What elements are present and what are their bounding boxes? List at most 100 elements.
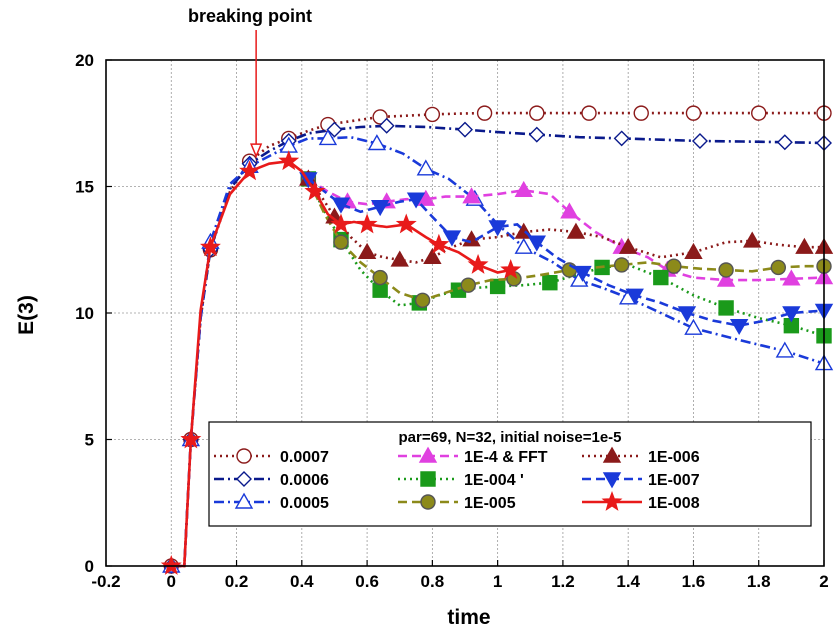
legend-label: 0.0006: [280, 472, 329, 489]
data-point: [782, 269, 801, 286]
series-line: [307, 178, 824, 302]
data-point: [318, 129, 338, 146]
data-point: [367, 134, 387, 151]
data-point: [514, 237, 533, 254]
x-tick-label: 1: [493, 572, 502, 591]
data-point: [618, 237, 638, 254]
x-tick-label: -0.2: [91, 572, 120, 591]
data-point: [372, 109, 388, 125]
data-point: [442, 230, 462, 247]
data-point: [370, 200, 390, 217]
annotation-text: breaking point: [188, 6, 312, 26]
data-point: [529, 105, 545, 121]
data-point: [304, 180, 326, 201]
legend-marker: [602, 446, 622, 463]
data-point: [331, 197, 351, 214]
data-point: [356, 213, 378, 234]
legend-item: 1E-005: [398, 494, 516, 512]
data-point: [488, 220, 507, 237]
legend-label: 1E-005: [464, 495, 516, 512]
legend-label: 1E-004 ': [464, 472, 524, 489]
data-point: [542, 274, 558, 291]
series-line: [171, 135, 825, 568]
data-point: [795, 237, 814, 254]
data-point: [333, 234, 349, 250]
data-point: [527, 235, 547, 252]
legend-item: 1E-008: [582, 491, 700, 512]
y-tick-label: 5: [85, 431, 94, 450]
data-point: [625, 288, 644, 305]
data-point: [684, 242, 703, 259]
data-point: [514, 180, 533, 197]
series-line: [171, 159, 511, 568]
x-tick-label: 0.6: [355, 572, 379, 591]
data-point: [528, 126, 545, 143]
x-axis: -0.2 0 0.2 0.4 0.6 0.8 1 1.2 1.4 1.6 1.8 2: [91, 560, 829, 591]
series-line: [307, 177, 825, 327]
data-point: [476, 105, 493, 121]
legend-label: 0.0005: [280, 495, 329, 512]
series-line: [307, 178, 825, 338]
data-point: [462, 187, 481, 204]
legend-marker: [601, 491, 623, 511]
legend-item: 1E-007: [582, 472, 700, 489]
data-point: [653, 269, 669, 286]
x-tick-label: 0.2: [225, 572, 249, 591]
data-point: [677, 306, 697, 323]
x-tick-label: 1.6: [682, 572, 706, 591]
data-point: [566, 222, 586, 239]
y-axis: 0 5 10 15 20: [75, 51, 112, 576]
data-point: [770, 259, 787, 276]
data-point: [372, 282, 388, 298]
data-point: [716, 270, 736, 287]
data-point: [560, 202, 579, 219]
data-point: [782, 306, 801, 323]
data-point: [395, 213, 417, 234]
data-point: [613, 130, 630, 147]
legend-label: 0.0007: [280, 449, 329, 466]
data-point: [160, 555, 182, 575]
annotation: breaking point: [188, 6, 312, 159]
plot-frame: [105, 59, 825, 567]
data-point: [775, 341, 795, 358]
data-point: [180, 428, 202, 449]
data-point: [500, 258, 522, 279]
data-point: [783, 317, 800, 334]
legend-label: 1E-007: [648, 472, 700, 489]
x-tick-label: 0.8: [421, 572, 445, 591]
legend-item: 1E-006: [582, 446, 700, 466]
legend-label: 1E-008: [648, 495, 700, 512]
legend-marker: [602, 472, 622, 489]
data-point: [776, 134, 793, 151]
legend-marker: [234, 492, 254, 509]
data-point: [357, 242, 377, 259]
data-point: [633, 105, 649, 121]
legend-item: 0.0005: [214, 492, 329, 512]
legend-items: 0.0007 1E-4 & FFT 1E-006 0.0006 1E-004 ' 1E-0…: [214, 446, 700, 512]
legend-marker: [236, 471, 252, 487]
data-point: [326, 121, 343, 138]
data-point: [751, 105, 767, 121]
data-point: [666, 258, 682, 274]
data-point: [416, 159, 436, 176]
data-point: [581, 105, 597, 121]
x-tick-label: 1.2: [551, 572, 575, 591]
x-tick-label: 0: [167, 572, 176, 591]
data-point: [199, 236, 221, 257]
data-point: [691, 132, 708, 149]
data-point: [330, 213, 352, 234]
data-point: [378, 117, 395, 134]
data-point: [460, 277, 476, 293]
y-tick-label: 20: [75, 51, 94, 70]
data-point: [457, 121, 473, 138]
y-axis-label: E(3): [15, 295, 38, 335]
data-point: [489, 278, 506, 295]
series-7: [299, 172, 834, 336]
x-tick-label: 0.4: [290, 572, 314, 591]
data-point: [278, 150, 300, 171]
x-tick-label: 2: [819, 572, 828, 591]
legend-marker: [420, 494, 436, 510]
data-point: [428, 233, 450, 254]
legend-item: 0.0007: [214, 448, 329, 466]
